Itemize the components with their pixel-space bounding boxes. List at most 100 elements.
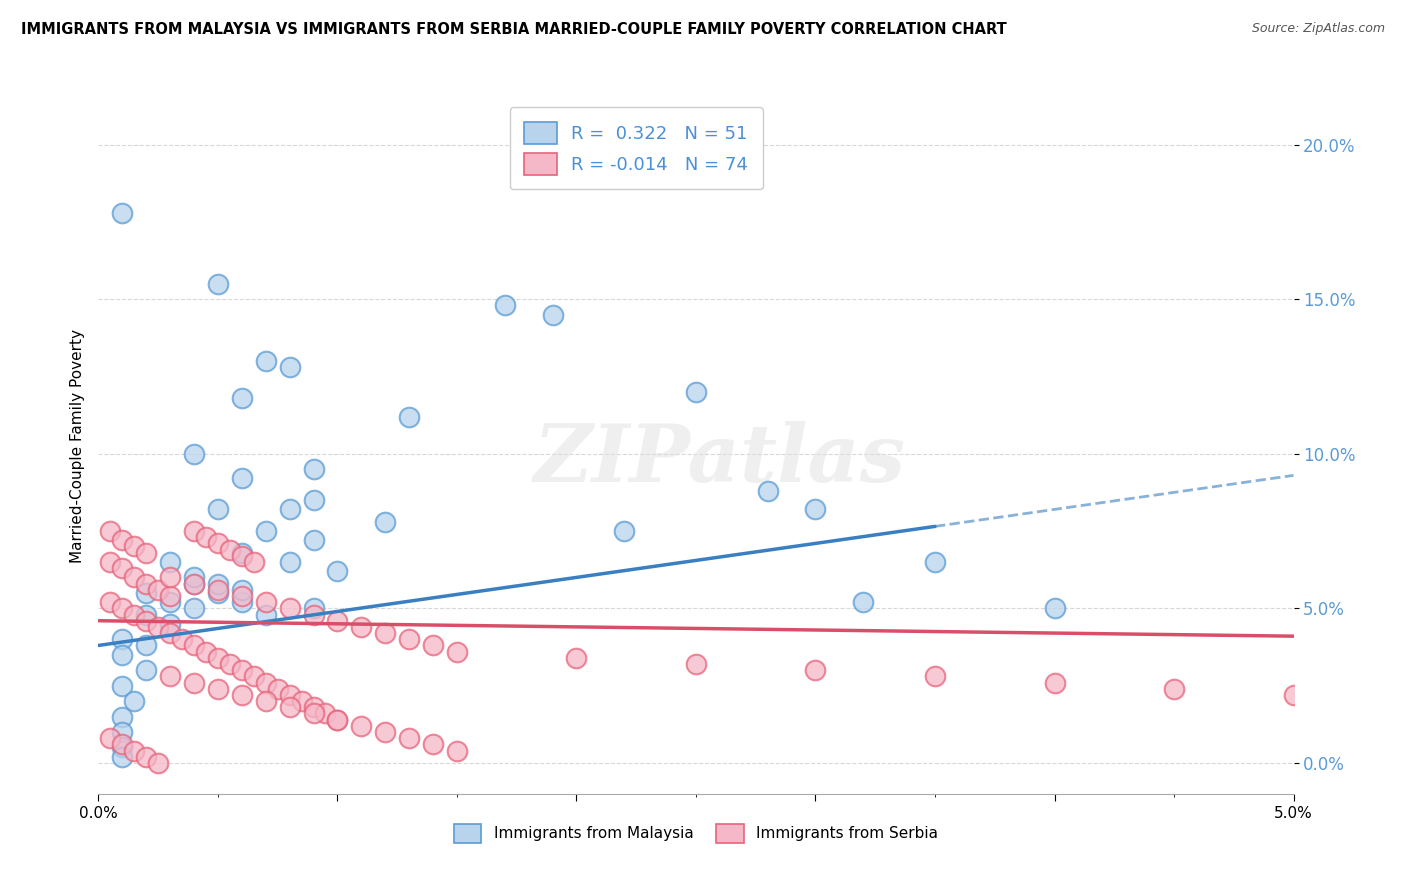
Point [350, 620, 373, 634]
Point [111, 725, 134, 739]
Point [231, 663, 253, 677]
Point [315, 706, 337, 721]
Point [278, 502, 301, 516]
Point [326, 564, 349, 578]
Point [98, 731, 122, 746]
Point [183, 570, 205, 584]
Point [302, 706, 325, 721]
Point [207, 277, 229, 291]
Point [124, 694, 146, 708]
Point [219, 657, 242, 671]
Point [124, 743, 146, 757]
Point [195, 645, 218, 659]
Point [135, 639, 157, 653]
Point [756, 483, 779, 498]
Point [278, 688, 301, 702]
Point [111, 679, 134, 693]
Point [374, 725, 396, 739]
Point [398, 632, 420, 647]
Point [254, 595, 277, 609]
Point [350, 719, 373, 733]
Point [231, 589, 253, 603]
Point [422, 639, 444, 653]
Point [98, 524, 122, 538]
Point [267, 681, 290, 696]
Point [111, 632, 134, 647]
Text: Source: ZipAtlas.com: Source: ZipAtlas.com [1251, 22, 1385, 36]
Point [207, 576, 229, 591]
Point [231, 391, 253, 405]
Point [278, 360, 301, 375]
Point [111, 533, 134, 548]
Point [195, 530, 218, 544]
Point [541, 308, 564, 322]
Point [1282, 688, 1305, 702]
Point [302, 700, 325, 714]
Point [231, 595, 253, 609]
Point [111, 749, 134, 764]
Point [159, 570, 181, 584]
Point [852, 595, 875, 609]
Point [111, 648, 134, 662]
Point [1043, 601, 1066, 615]
Point [135, 586, 157, 600]
Point [302, 607, 325, 622]
Point [183, 601, 205, 615]
Point [231, 549, 253, 563]
Point [183, 576, 205, 591]
Point [398, 731, 420, 746]
Point [494, 298, 516, 312]
Point [111, 601, 134, 615]
Point [1043, 675, 1066, 690]
Point [278, 601, 301, 615]
Point [207, 502, 229, 516]
Point [231, 582, 253, 597]
Point [172, 632, 194, 647]
Point [183, 639, 205, 653]
Point [159, 616, 181, 631]
Point [278, 700, 301, 714]
Point [243, 669, 266, 683]
Point [159, 589, 181, 603]
Point [135, 576, 157, 591]
Point [231, 471, 253, 485]
Point [207, 536, 229, 550]
Point [422, 738, 444, 752]
Point [924, 669, 946, 683]
Point [565, 650, 588, 665]
Point [924, 555, 946, 569]
Text: ZIPatlas: ZIPatlas [534, 421, 905, 499]
Point [111, 740, 134, 755]
Point [254, 354, 277, 368]
Point [159, 595, 181, 609]
Point [124, 540, 146, 554]
Point [254, 694, 277, 708]
Point [183, 524, 205, 538]
Point [398, 409, 420, 424]
Point [135, 607, 157, 622]
Point [111, 709, 134, 723]
Point [98, 555, 122, 569]
Point [231, 546, 253, 560]
Point [148, 620, 170, 634]
Point [446, 743, 468, 757]
Point [254, 524, 277, 538]
Point [124, 570, 146, 584]
Point [207, 586, 229, 600]
Y-axis label: Married-Couple Family Poverty: Married-Couple Family Poverty [69, 329, 84, 563]
Point [148, 582, 170, 597]
Point [302, 533, 325, 548]
Point [278, 555, 301, 569]
Point [804, 502, 827, 516]
Point [374, 626, 396, 640]
Point [111, 561, 134, 575]
Point [98, 595, 122, 609]
Point [326, 713, 349, 727]
Point [302, 601, 325, 615]
Point [159, 626, 181, 640]
Point [207, 681, 229, 696]
Point [374, 515, 396, 529]
Point [159, 669, 181, 683]
Point [148, 756, 170, 770]
Point [135, 749, 157, 764]
